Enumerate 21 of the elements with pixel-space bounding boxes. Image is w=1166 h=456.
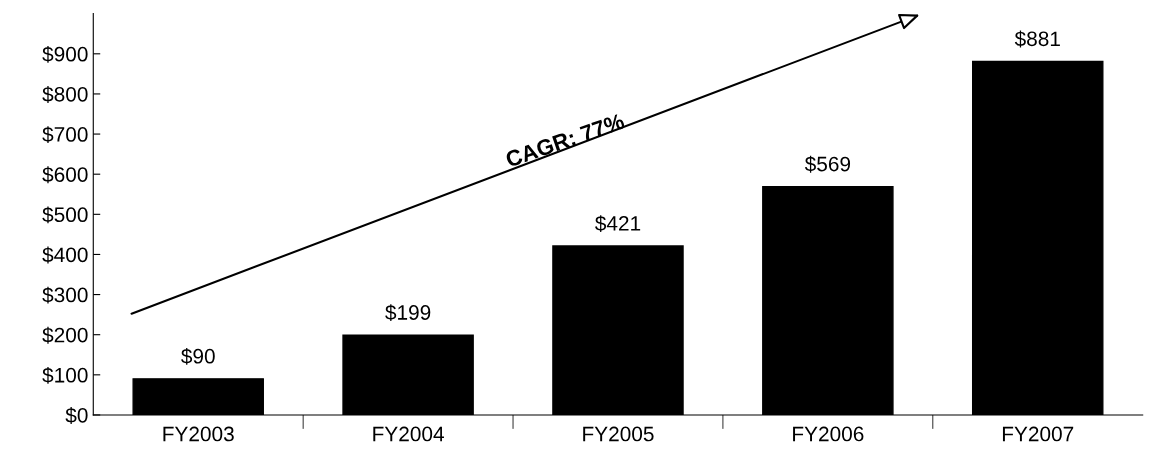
x-tick-label: FY2003 (163, 426, 234, 442)
y-tick-label: $0 (65, 407, 88, 424)
annotation: CAGR: 77% (504, 112, 626, 168)
data-label: $569 (804, 155, 851, 173)
data-label: $421 (595, 215, 641, 233)
y-tick-label: $300 (42, 286, 88, 304)
y-tick-label: $700 (42, 126, 88, 144)
y-tick-label: $600 (42, 166, 88, 184)
x-tick-label: FY2006 (793, 426, 864, 442)
x-tick-label: FY2007 (1002, 426, 1074, 442)
y-tick-label: $900 (42, 45, 88, 63)
y-tick-label: $800 (42, 86, 88, 103)
y-tick-label: $200 (42, 326, 88, 344)
y-tick-label: $500 (42, 206, 88, 224)
data-label: $881 (1014, 30, 1060, 48)
y-tick-label: $400 (42, 246, 88, 264)
y-tick-label: $100 (42, 366, 88, 384)
data-label: $199 (385, 304, 431, 322)
data-label: $90 (181, 347, 215, 365)
x-tick-label: FY2004 (373, 426, 444, 442)
x-tick-label: FY2005 (583, 426, 654, 442)
